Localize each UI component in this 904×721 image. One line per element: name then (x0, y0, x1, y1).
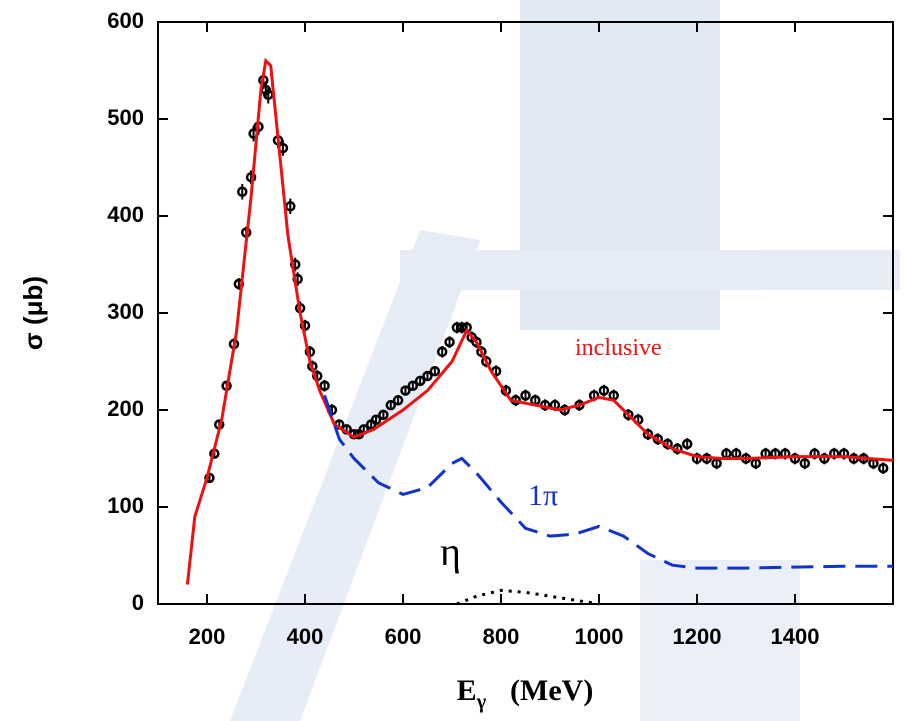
curve (456, 588, 600, 606)
data-point (378, 409, 389, 421)
data-point (642, 429, 654, 440)
x-tick-label: 1400 (771, 624, 820, 649)
data-point (623, 409, 634, 421)
x-label-unit: (MeV) (510, 674, 593, 707)
data-point (877, 462, 889, 474)
data-point (481, 356, 492, 367)
data-point (422, 370, 433, 382)
data-point (476, 346, 487, 358)
x-tick-label: 800 (483, 624, 520, 649)
data-point (471, 336, 482, 348)
data-point (520, 390, 531, 401)
data-point (691, 453, 703, 464)
y-tick-label: 400 (107, 202, 144, 227)
y-tick-label: 0 (132, 590, 144, 615)
background-sketch (230, 0, 900, 721)
data-point (385, 399, 396, 411)
data-point (436, 346, 448, 358)
data-point (319, 380, 330, 391)
data-point (598, 385, 610, 396)
data-point (429, 365, 441, 377)
x-tick-label: 200 (189, 624, 226, 649)
curve (185, 57, 894, 585)
data-point (392, 395, 404, 406)
y-tick-label: 300 (107, 299, 144, 324)
curve-label: 1π (528, 479, 558, 512)
data-point (789, 453, 801, 464)
y-tick-label: 100 (107, 493, 144, 518)
x-tick-label: 600 (385, 624, 422, 649)
data-point (819, 453, 830, 464)
data-point (237, 186, 248, 197)
x-axis-label: Eγ (MeV) (457, 674, 594, 713)
data-point (370, 414, 382, 425)
data-point (444, 336, 455, 348)
data-point (414, 375, 426, 387)
curve-label: inclusive (575, 335, 662, 361)
data-point (299, 320, 311, 331)
x-label-symbol: E (457, 674, 477, 707)
data-point (400, 385, 411, 396)
data-point (407, 380, 419, 391)
y-axis-label: σ (μb) (18, 276, 48, 350)
x-label-subscript: γ (476, 691, 487, 713)
x-tick-label: 400 (287, 624, 324, 649)
y-tick-label: 600 (107, 8, 144, 33)
y-tick-label: 200 (107, 396, 144, 421)
data-point (799, 458, 811, 469)
data-point (681, 438, 693, 450)
curve-label: η (440, 529, 461, 574)
x-tick-label: 1200 (673, 624, 722, 649)
x-tick-label: 1000 (575, 624, 624, 649)
y-tick-label: 500 (107, 105, 144, 130)
